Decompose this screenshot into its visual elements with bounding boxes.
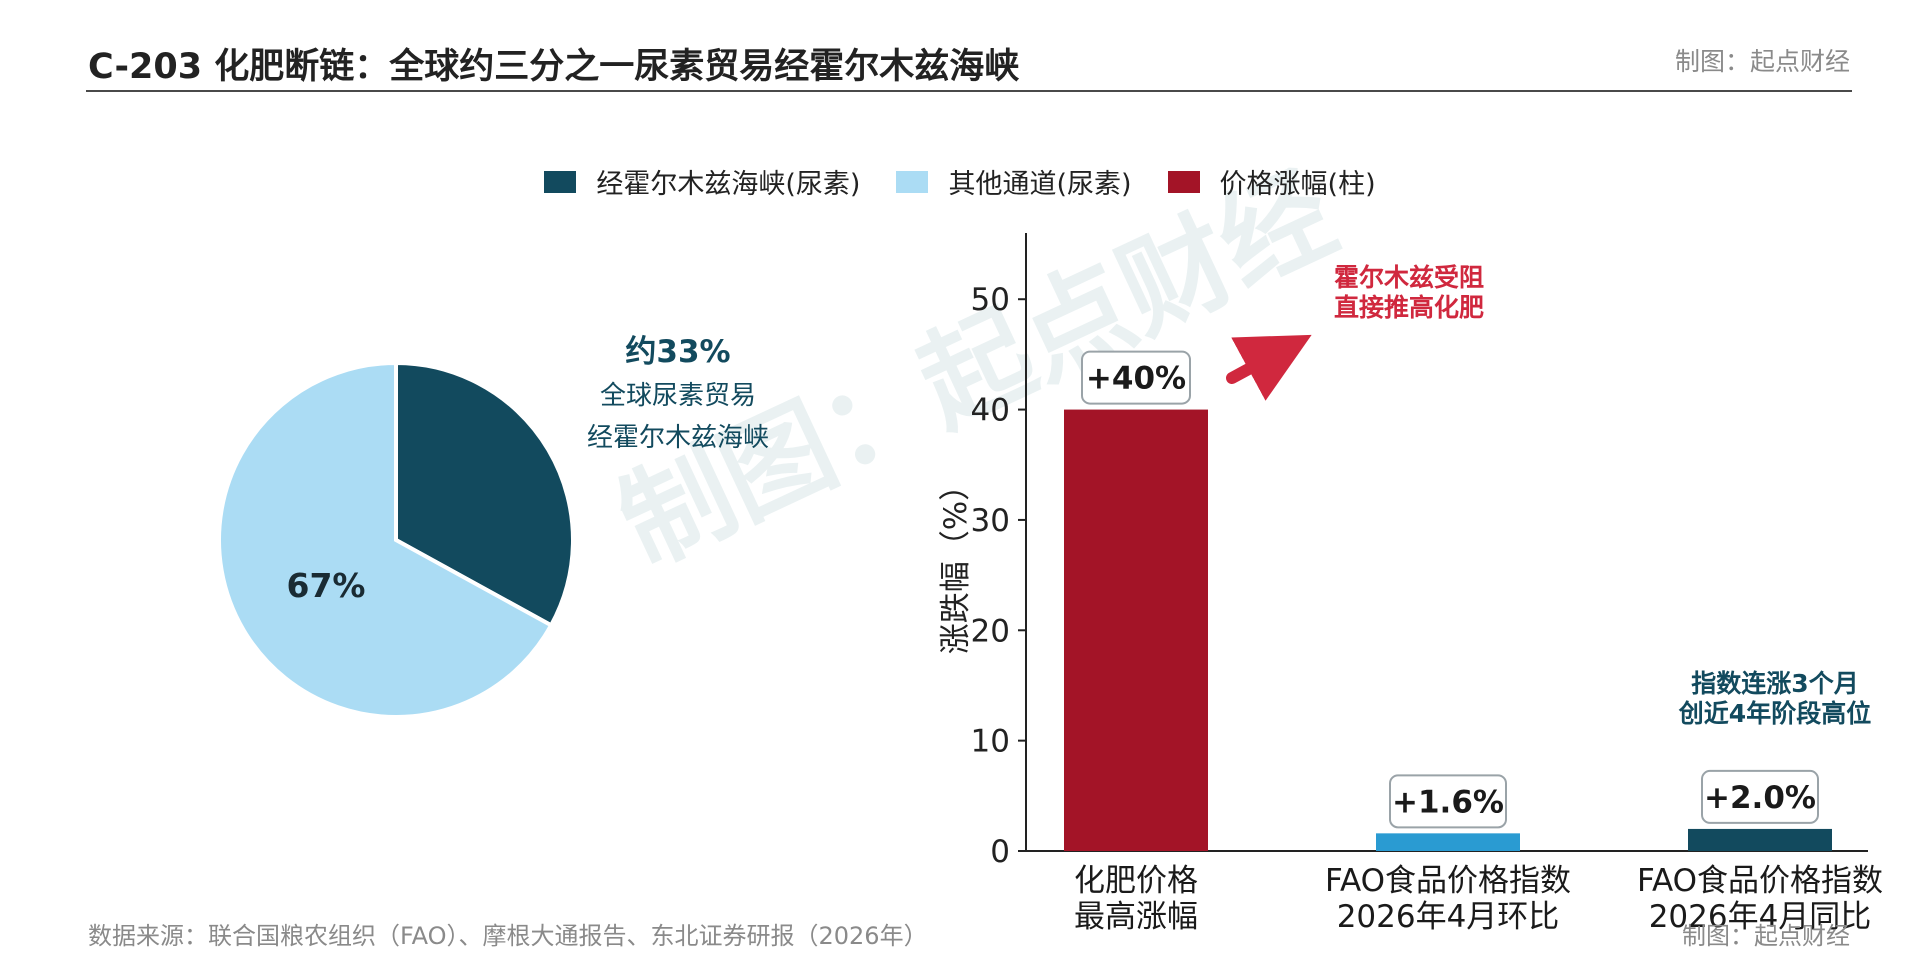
x-tick-label-0-0: 化肥价格: [1074, 863, 1198, 899]
pie-chart: [217, 360, 575, 719]
data-label-0: +40%: [1086, 361, 1186, 397]
data-label-2: +2.0%: [1704, 780, 1816, 816]
pie-annotation-line2: 经霍尔木兹海峡: [587, 423, 769, 453]
bar-2: [1688, 828, 1832, 851]
red-annotation-line1: 霍尔木兹受阻: [1334, 263, 1484, 292]
legend-swatch-other: [896, 170, 929, 193]
y-tick-label: 30: [971, 503, 1010, 539]
data-label-box-0: [1081, 350, 1191, 405]
bar-chart: 01020304050+40%化肥价格最高涨幅+1.6%FAO食品价格指数202…: [971, 233, 1883, 935]
legend-swatch-price: [1167, 170, 1200, 193]
x-tick-label-1-0: FAO食品价格指数: [1325, 863, 1571, 899]
legend-item-price: 价格涨幅(柱): [1167, 162, 1376, 201]
legend-label-other: 其他通道(尿素): [948, 169, 1132, 200]
page-title: C-203 化肥断链：全球约三分之一尿素贸易经霍尔木兹海峡: [88, 47, 1020, 87]
teal-annotation-line2: 创近4年阶段高位: [1678, 699, 1871, 728]
pie-slice-1: [217, 360, 554, 719]
x-tick-label-2-1: 2026年4月同比: [1649, 899, 1872, 935]
pie-annotation-value: 约33%: [625, 334, 730, 370]
data-label-box-2: [1701, 769, 1819, 824]
title-divider: [86, 90, 1852, 92]
red-annotation-line2: 直接推高化肥: [1334, 293, 1484, 322]
legend-label-price: 价格涨幅(柱): [1219, 169, 1376, 200]
data-source: 数据来源：联合国粮农组织（FAO）、摩根大通报告、东北证券研报（2026年）: [88, 922, 928, 950]
legend-label-hormuz: 经霍尔木兹海峡(尿素): [596, 169, 861, 200]
credit-top: 制图：起点财经: [1674, 47, 1850, 76]
bar-0: [1064, 409, 1208, 851]
pie-slice-label-other: 67%: [287, 566, 366, 605]
x-tick-label-0-1: 最高涨幅: [1074, 899, 1198, 935]
pie-annotation-line1: 全球尿素贸易: [600, 381, 756, 411]
x-tick-label-1-1: 2026年4月环比: [1337, 899, 1560, 935]
teal-annotation-line1: 指数连涨3个月: [1691, 669, 1858, 698]
bar-1: [1376, 833, 1520, 851]
y-tick-label: 10: [971, 724, 1010, 760]
legend-swatch-hormuz: [544, 170, 577, 193]
data-label-box-1: [1389, 774, 1507, 829]
legend: 经霍尔木兹海峡(尿素) 其他通道(尿素) 价格涨幅(柱): [0, 162, 1920, 201]
pie-slice-0: [394, 360, 575, 628]
red-arrow: [1226, 334, 1312, 401]
y-tick-label: 0: [990, 834, 1010, 870]
credit-bottom: 制图：起点财经: [1682, 922, 1850, 950]
x-tick-label-2-0: FAO食品价格指数: [1637, 863, 1883, 899]
y-tick-label: 40: [971, 393, 1010, 429]
legend-item-hormuz: 经霍尔木兹海峡(尿素): [544, 162, 860, 201]
y-tick-label: 20: [971, 613, 1010, 649]
y-tick-label: 50: [971, 282, 1010, 318]
data-label-1: +1.6%: [1392, 784, 1504, 820]
bar-ylabel: 涨跌幅（%）: [938, 470, 974, 654]
legend-item-other: 其他通道(尿素): [896, 162, 1132, 201]
